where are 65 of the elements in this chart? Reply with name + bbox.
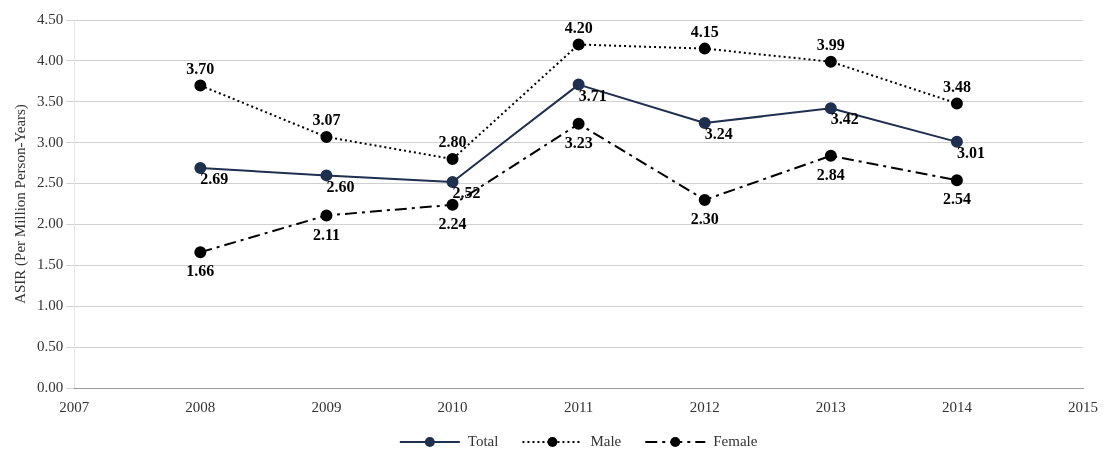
y-axis-title: ASIR (Per Million Person-Years) <box>11 104 29 304</box>
y-tick-label: 3.50 <box>37 92 64 109</box>
x-tick-label: 2007 <box>59 398 90 415</box>
data-label: 4.15 <box>690 22 719 40</box>
point <box>446 153 459 166</box>
point <box>194 162 207 175</box>
x-tick-label: 2015 <box>1068 398 1098 415</box>
data-label: 4.20 <box>564 18 593 36</box>
point <box>824 149 837 162</box>
y-tick-label: 4.50 <box>37 10 64 27</box>
data-label: 2.54 <box>942 190 971 208</box>
legend-label: Male <box>590 432 622 449</box>
data-label: 3.23 <box>564 134 593 151</box>
point <box>320 130 333 143</box>
point <box>446 175 459 188</box>
data-label: 2.69 <box>200 170 229 188</box>
y-tick-label: 2.50 <box>37 174 64 191</box>
point <box>950 135 963 148</box>
point <box>194 246 207 259</box>
y-tick-label: 0.00 <box>37 378 64 395</box>
point <box>572 38 585 51</box>
y-tick-label: 0.50 <box>37 338 64 355</box>
x-tick-label: 2013 <box>815 398 846 415</box>
data-label: 3.71 <box>578 86 607 104</box>
data-label: 3.42 <box>830 110 859 128</box>
y-tick-label: 1.50 <box>37 256 64 273</box>
data-label: 2.24 <box>438 214 467 232</box>
x-tick-label: 2010 <box>437 398 468 415</box>
data-label: 2.30 <box>690 210 719 228</box>
x-tick-label: 2008 <box>185 398 216 415</box>
data-label: 3.70 <box>186 59 215 77</box>
x-tick-label: 2012 <box>689 398 720 415</box>
data-label: 2.60 <box>326 177 355 195</box>
point <box>446 198 459 211</box>
data-label: 3.99 <box>816 35 845 53</box>
data-label: 3.07 <box>312 111 341 129</box>
point <box>824 55 837 68</box>
point <box>320 209 333 222</box>
point <box>572 78 585 91</box>
point <box>824 102 837 115</box>
point <box>698 117 711 130</box>
y-tick-label: 2.00 <box>37 215 64 232</box>
data-label: 2.80 <box>438 133 467 151</box>
y-tick-label: 3.00 <box>37 133 64 150</box>
data-label: 3.01 <box>956 143 985 161</box>
data-label: 2.11 <box>312 225 340 243</box>
data-label: 3.48 <box>942 77 971 95</box>
legend-label: Female <box>713 432 758 449</box>
x-tick-label: 2014 <box>941 398 973 415</box>
point <box>950 174 963 187</box>
point <box>572 117 585 130</box>
point <box>698 193 711 206</box>
x-tick-label: 2009 <box>311 398 342 415</box>
point <box>698 42 711 55</box>
data-label: 2.52 <box>452 184 481 202</box>
y-tick-label: 4.00 <box>37 51 64 68</box>
x-tick-label: 2011 <box>563 398 594 415</box>
point <box>320 169 333 182</box>
point <box>950 97 963 110</box>
data-label: 1.66 <box>186 262 215 280</box>
data-label: 3.24 <box>704 125 733 143</box>
y-tick-label: 1.00 <box>37 297 64 314</box>
data-label: 2.84 <box>816 165 845 183</box>
point <box>194 79 207 92</box>
legend-label: Total <box>467 432 499 449</box>
